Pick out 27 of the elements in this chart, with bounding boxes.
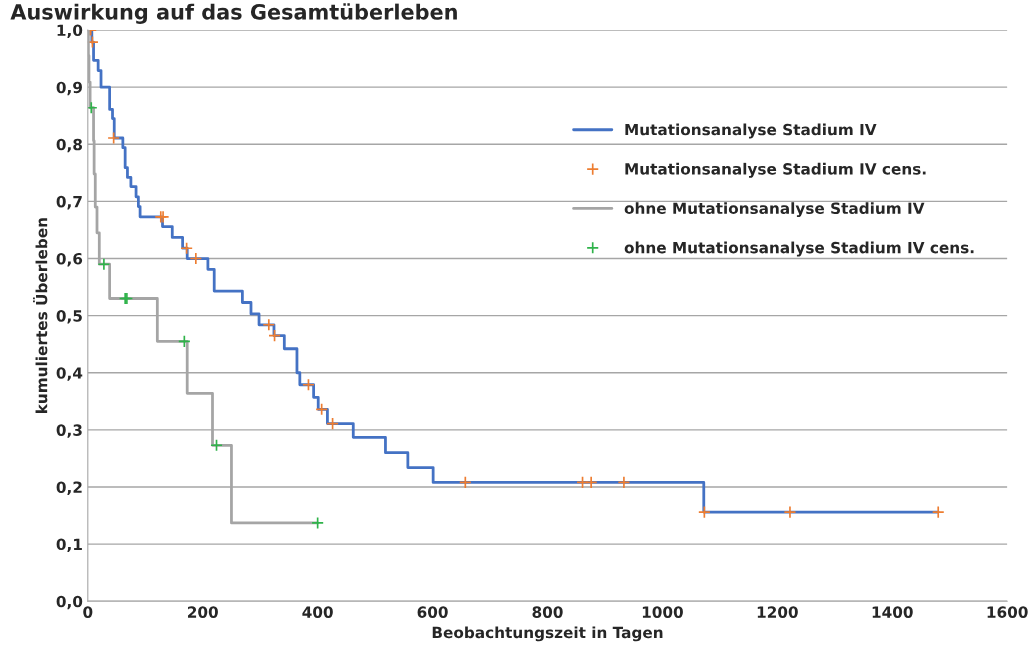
y-tick-label: 0,5: [56, 310, 82, 324]
y-tick-label: 1,0: [57, 24, 83, 39]
y-tick-label: 0,6: [56, 252, 83, 267]
x-tick-label: 400: [302, 606, 333, 618]
chart-title: Auswirkung auf das Gesamtüberleben: [10, 3, 457, 24]
x-tick-label: 1000: [642, 606, 683, 618]
y-tick-label: 0,9: [56, 81, 82, 96]
y-tick-label: 0,2: [56, 481, 82, 495]
x-tick-label: 600: [417, 606, 448, 618]
y-axis-title: kumuliertes Überleben: [33, 218, 48, 413]
x-axis-title: Beobachtungszeit in Tagen: [432, 626, 663, 642]
x-tick-label: 1400: [872, 606, 913, 618]
x-tick-label: 200: [187, 606, 218, 618]
x-tick-label: 1600: [987, 606, 1028, 618]
x-tick-label: 800: [532, 606, 563, 618]
y-tick-label: 0,3: [56, 424, 82, 438]
legend-label: Mutationsanalyse Stadium IV: [625, 123, 877, 139]
y-tick-label: 0,7: [56, 195, 82, 210]
legend-label: Mutationsanalyse Stadium IV cens.: [625, 162, 926, 178]
x-tick-label: 1200: [757, 606, 798, 618]
legend-label: ohne Mutationsanalyse Stadium IV: [624, 202, 925, 218]
y-tick-label: 0,1: [56, 538, 82, 553]
y-tick-label: 0,0: [56, 595, 83, 610]
y-tick-label: 0,8: [56, 138, 82, 153]
x-tick-label: 0: [83, 606, 93, 618]
y-tick-label: 0,4: [56, 367, 83, 381]
legend-label: ohne Mutationsanalyse Stadium IV cens.: [624, 241, 974, 257]
